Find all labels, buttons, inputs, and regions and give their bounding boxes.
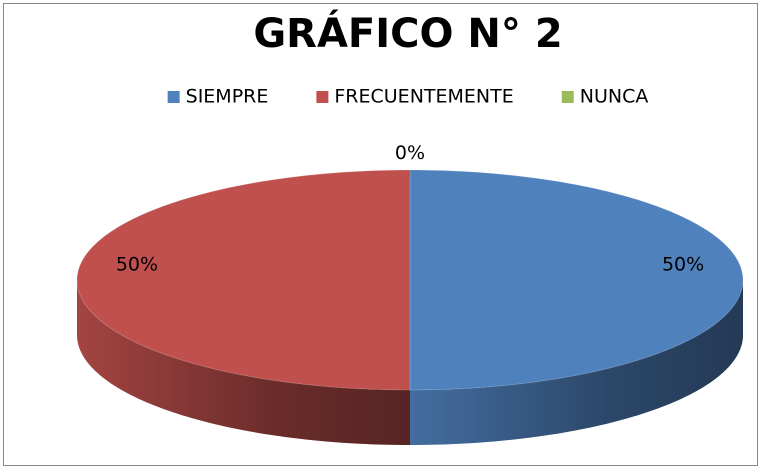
data-label: 50% — [116, 254, 158, 276]
legend-label: FRECUENTEMENTE — [334, 86, 513, 108]
chart-title: GRÁFICO N° 2 — [253, 9, 562, 57]
legend-swatch — [167, 91, 180, 103]
pie-side-shade — [77, 280, 410, 445]
pie-slice — [76, 169, 411, 391]
pie-slice — [409, 169, 744, 391]
legend-swatch — [316, 91, 329, 103]
legend: SIEMPRE FRECUENTEMENTE NUNCA — [167, 86, 649, 108]
data-label: 50% — [662, 254, 704, 276]
pie-side-shade — [410, 280, 743, 445]
legend-swatch — [561, 91, 574, 103]
pie: 50% 50% 0% — [76, 142, 744, 445]
legend-label: NUNCA — [580, 86, 649, 108]
data-label: 0% — [395, 142, 425, 164]
legend-label: SIEMPRE — [186, 86, 269, 108]
